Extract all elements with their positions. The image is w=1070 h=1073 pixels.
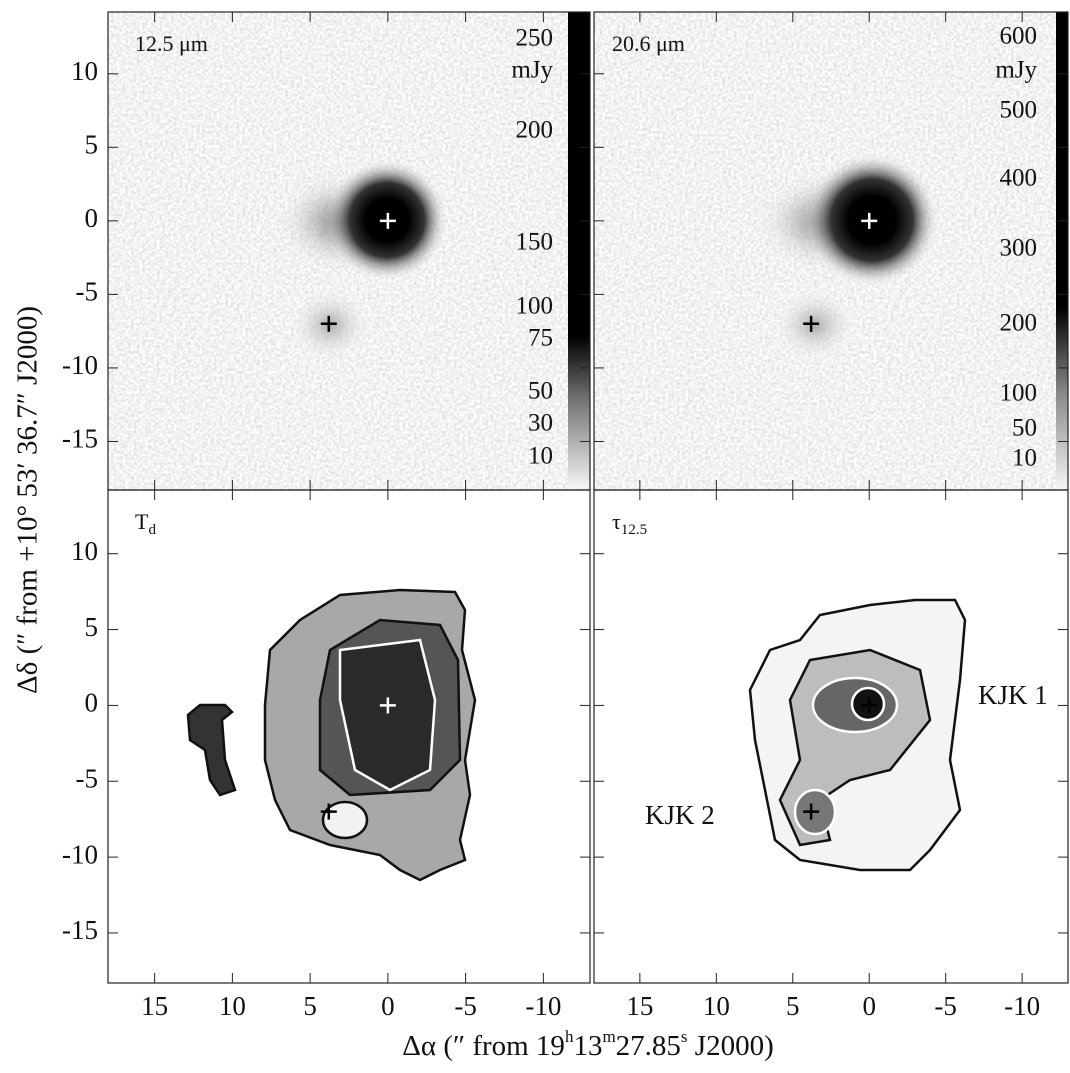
y-tick-label: 5: [85, 612, 99, 642]
image-12um: [108, 12, 590, 490]
panel-label: 20.6 μm: [612, 31, 685, 56]
y-tick-label: 10: [71, 56, 98, 86]
y-tick-label: -15: [62, 915, 98, 945]
panel-label: Td: [135, 509, 156, 538]
colorbar-tick-label: 100: [1000, 380, 1038, 407]
colorbar-unit: mJy: [995, 57, 1037, 84]
x-tick-label: -10: [1004, 991, 1040, 1021]
source-marker: [320, 803, 337, 820]
optical-depth-map: [748, 598, 967, 872]
panel-frame: [593, 489, 1069, 984]
colorbar: [568, 12, 590, 488]
y-tick-label: 0: [85, 203, 99, 233]
source-marker: [379, 697, 396, 714]
panel-label: τ12.5: [612, 509, 647, 538]
colorbar-tick-label: 300: [1000, 235, 1038, 262]
x-label-part: h: [565, 1027, 574, 1046]
x-tick-label: 0: [862, 991, 876, 1021]
y-tick-label: 0: [85, 688, 99, 718]
source-marker: [379, 212, 396, 229]
x-tick-label: -10: [525, 991, 561, 1021]
colorbar-tick-label: 30: [528, 410, 553, 437]
y-tick-label: -5: [76, 763, 99, 793]
y-tick-label: -10: [62, 839, 98, 869]
colorbar-tick-label: 75: [528, 325, 553, 352]
y-tick-label: -5: [76, 277, 99, 307]
colorbar-unit: mJy: [511, 57, 553, 84]
x-tick-label: 15: [141, 991, 168, 1021]
colorbar-tick-label: 250: [516, 25, 554, 52]
colorbar-tick-label: 200: [516, 117, 554, 144]
source-marker: [861, 697, 878, 714]
panel-frame: [107, 489, 591, 984]
x-label-part: m: [602, 1027, 615, 1046]
frames: [107, 11, 1069, 984]
panel-label-part: 12.5 μm: [135, 31, 208, 56]
source-marker: [803, 315, 820, 332]
source-annotation: KJK 1: [978, 680, 1048, 710]
x-tick-label: -5: [454, 991, 477, 1021]
source-marker: [861, 212, 878, 229]
panel-label-part: 20.6 μm: [612, 31, 685, 56]
y-tick-label: -10: [62, 350, 98, 380]
temperature-map: [186, 588, 477, 882]
panel-label-part: d: [148, 522, 156, 538]
x-tick-label: 5: [303, 991, 317, 1021]
y-axis-label: Δδ (″ from +10° 53′ 36.7″ J2000): [12, 306, 44, 694]
y-tick-label: 5: [85, 130, 99, 160]
colorbar-tick-label: 100: [516, 293, 554, 320]
x-label-part: s: [681, 1027, 688, 1046]
colorbar-tick-label: 600: [1000, 23, 1038, 50]
y-tick-label: -15: [62, 424, 98, 454]
source-marker: [803, 803, 820, 820]
colorbar-tick-label: 500: [1000, 97, 1038, 124]
panel-label-part: 12.5: [621, 522, 647, 538]
colorbar-tick-label: 50: [1012, 415, 1037, 442]
x-tick-label: -5: [934, 991, 957, 1021]
y-tick-label: 10: [71, 536, 98, 566]
panel-label-part: τ: [612, 509, 621, 534]
x-label-part: Δα (″ from 19: [402, 1030, 565, 1062]
panel-label-part: T: [135, 509, 149, 534]
x-label-part: 13: [573, 1030, 602, 1062]
x-axis-label: Δα (″ from 19h13m27.85s J2000): [402, 1027, 774, 1062]
x-tick-label: 10: [219, 991, 246, 1021]
x-tick-label: 0: [381, 991, 395, 1021]
source-annotation: KJK 2: [645, 800, 715, 830]
colorbar: [1056, 12, 1068, 488]
colorbar-tick-label: 400: [1000, 165, 1038, 192]
x-tick-label: 15: [626, 991, 653, 1021]
x-tick-label: 10: [703, 991, 730, 1021]
colorbar-tick-label: 50: [528, 378, 553, 405]
image-20um: [594, 12, 1068, 490]
x-tick-label: 5: [786, 991, 800, 1021]
panel-label: 12.5 μm: [135, 31, 208, 56]
colorbar-tick-label: 150: [516, 229, 554, 256]
x-label-part: 27.85: [616, 1030, 681, 1062]
colorbar-tick-label: 10: [1012, 445, 1037, 472]
colorbar-tick-label: 200: [1000, 310, 1038, 337]
colorbar-tick-label: 10: [528, 443, 553, 470]
source-marker: [320, 315, 337, 332]
x-label-part: J2000): [688, 1030, 774, 1062]
